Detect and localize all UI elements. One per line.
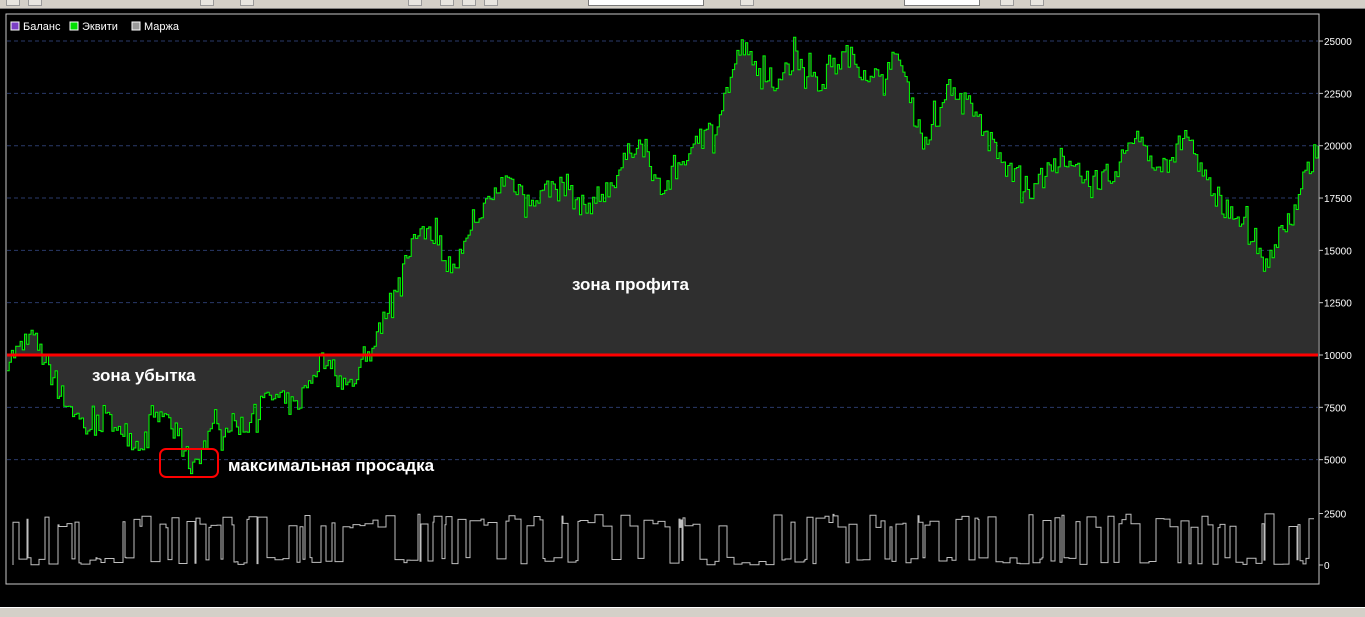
y-tick-label: 25000 xyxy=(1324,37,1352,48)
y-tick-label: 7500 xyxy=(1324,403,1347,414)
y-tick-label: 10000 xyxy=(1324,351,1352,362)
legend-label-balance: Баланс xyxy=(23,21,61,33)
legend-label-margin: Маржа xyxy=(144,21,180,33)
y-axis-ticks: 2500022500200001750015000125001000075005… xyxy=(1319,37,1352,572)
legend-label-equity: Эквити xyxy=(82,21,118,33)
cursor-icon[interactable] xyxy=(6,0,20,6)
loss-zone-label: зона убытка xyxy=(92,366,196,385)
equity-chart: 2500022500200001750015000125001000075005… xyxy=(5,13,1352,585)
channel-tool-icon[interactable] xyxy=(240,0,254,6)
legend-item-balance[interactable]: Баланс xyxy=(10,21,61,33)
equity-line xyxy=(7,36,1319,475)
status-bar xyxy=(0,607,1365,617)
y-tick-label: 2500 xyxy=(1324,510,1347,521)
legend-swatch-balance xyxy=(10,21,20,31)
max-drawdown-highlight xyxy=(159,448,219,478)
legend-swatch-margin xyxy=(131,21,141,31)
legend-swatch-equity xyxy=(69,21,79,31)
legend-item-equity[interactable]: Эквити xyxy=(69,21,118,33)
properties-icon[interactable] xyxy=(484,0,498,6)
equity-area xyxy=(7,37,1318,474)
toolbar xyxy=(0,0,1365,9)
crosshair-icon[interactable] xyxy=(28,0,42,6)
legend-item-margin[interactable]: Маржа xyxy=(131,21,180,33)
y-tick-label: 17500 xyxy=(1324,194,1352,205)
chart-panel: 25000 22500 20000 17500 15000 12500 10000 7500 5… xyxy=(0,9,1365,607)
y-tick-label: 12500 xyxy=(1324,299,1352,310)
legend: Баланс Эквити Маржа xyxy=(10,21,180,33)
y-tick-label: 0 xyxy=(1324,561,1330,572)
line-tool-icon[interactable] xyxy=(200,0,214,6)
y-tick-label: 15000 xyxy=(1324,246,1352,257)
profit-zone-label: зона профита xyxy=(572,275,690,294)
autoscroll-icon[interactable] xyxy=(1030,0,1044,6)
margin-line xyxy=(12,513,1314,566)
zoom-icon[interactable] xyxy=(462,0,476,6)
y-tick-label: 22500 xyxy=(1324,89,1352,100)
equity-series xyxy=(7,36,1319,475)
settings-icon[interactable] xyxy=(740,0,754,6)
eraser-icon[interactable] xyxy=(408,0,422,6)
period-select[interactable] xyxy=(904,0,980,6)
symbol-select[interactable] xyxy=(588,0,704,6)
y-tick-label: 5000 xyxy=(1324,456,1347,467)
print-icon[interactable] xyxy=(440,0,454,6)
scroll-icon[interactable] xyxy=(1000,0,1014,6)
y-tick-label: 20000 xyxy=(1324,142,1352,153)
max-drawdown-label: максимальная просадка xyxy=(228,456,435,475)
margin-series xyxy=(12,513,1314,566)
